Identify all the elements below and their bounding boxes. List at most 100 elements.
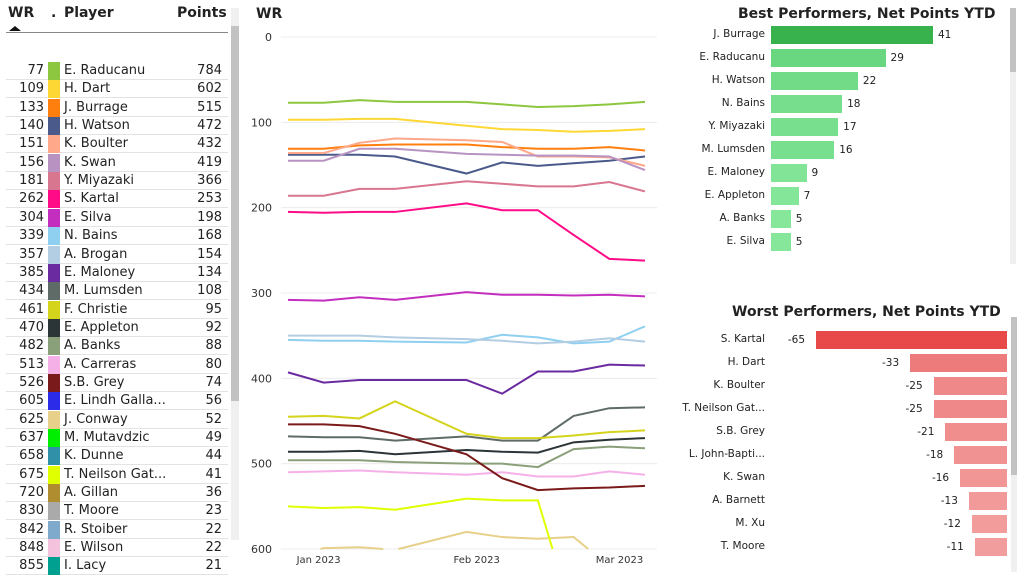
color-swatch: [48, 135, 60, 154]
bar-value-label: -13: [940, 495, 958, 507]
bar-category-label: K. Swan: [723, 471, 765, 483]
header-wr[interactable]: WR: [8, 5, 35, 21]
wr-cell: 625: [19, 411, 44, 427]
table-row[interactable]: 133 J. Burrage 515: [6, 98, 228, 117]
bar[interactable]: [959, 469, 1007, 487]
bar-value-label: 16: [839, 144, 853, 156]
color-swatch: [48, 337, 60, 356]
bar[interactable]: [815, 331, 1007, 349]
bar[interactable]: [771, 164, 807, 182]
bar-category-label: Y. Miyazaki: [708, 120, 765, 132]
player-cell: J. Conway: [64, 411, 128, 427]
table-row[interactable]: 848 E. Wilson 22: [6, 539, 228, 558]
line-chart-title: WR: [256, 6, 283, 22]
wr-cell: 357: [19, 246, 44, 262]
bar[interactable]: [971, 515, 1007, 533]
player-cell: M. Mutavdzic: [64, 430, 150, 445]
worst-chart-scrollbar[interactable]: [1011, 317, 1017, 572]
table-scrollbar-thumb[interactable]: [231, 26, 239, 401]
bar[interactable]: [968, 492, 1007, 510]
table-row[interactable]: 434 M. Lumsden 108: [6, 282, 228, 301]
points-cell: 44: [205, 448, 222, 464]
bar[interactable]: [909, 354, 1007, 372]
best-chart-scrollbar[interactable]: [1010, 8, 1016, 264]
bar[interactable]: [771, 95, 843, 113]
series-line-s-b-grey: [288, 423, 646, 492]
table-row[interactable]: 385 E. Maloney 134: [6, 263, 228, 282]
table-row[interactable]: 181 Y. Miyazaki 366: [6, 172, 228, 191]
bar[interactable]: [771, 233, 791, 251]
table-row[interactable]: 513 A. Carreras 80: [6, 355, 228, 374]
bar-category-label: H. Watson: [711, 74, 765, 86]
bar-category-label: A. Barnett: [712, 494, 765, 506]
color-swatch: [48, 429, 60, 447]
table-row[interactable]: 625 J. Conway 52: [6, 410, 228, 429]
bar[interactable]: [771, 141, 835, 159]
table-row[interactable]: 658 K. Dunne 44: [6, 447, 228, 466]
wr-cell: 637: [19, 430, 44, 445]
table-scrollbar[interactable]: [231, 8, 239, 540]
bar[interactable]: [945, 423, 1007, 441]
bar[interactable]: [771, 49, 886, 67]
table-row[interactable]: 526 S.B. Grey 74: [6, 373, 228, 392]
points-cell: 56: [205, 393, 222, 409]
worst-chart-scrollbar-thumb[interactable]: [1011, 317, 1017, 475]
player-cell: H. Watson: [64, 118, 130, 134]
points-cell: 432: [197, 136, 222, 152]
color-swatch: [48, 208, 60, 227]
bar[interactable]: [771, 118, 839, 136]
table-row[interactable]: 605 E. Lindh Galla... 56: [6, 392, 228, 411]
bar[interactable]: [771, 26, 933, 44]
color-swatch: [48, 282, 60, 301]
player-cell: A. Brogan: [64, 246, 128, 262]
bar-category-label: E. Appleton: [704, 189, 765, 201]
player-cell: T. Moore: [64, 503, 119, 519]
y-tick-label: 300: [251, 287, 272, 300]
table-row[interactable]: 637 M. Mutavdzic 49: [6, 429, 228, 447]
table-row[interactable]: 357 A. Brogan 154: [6, 245, 228, 264]
bar[interactable]: [771, 72, 858, 90]
wr-cell: 133: [19, 99, 44, 115]
table-row[interactable]: 156 K. Swan 419: [6, 153, 228, 172]
bar[interactable]: [933, 377, 1007, 395]
table-row[interactable]: 482 A. Banks 88: [6, 337, 228, 356]
table-row[interactable]: 262 S. Kartal 253: [6, 190, 228, 209]
header-player[interactable]: Player: [64, 5, 114, 21]
table-row[interactable]: 140 H. Watson 472: [6, 117, 228, 136]
bar[interactable]: [954, 446, 1007, 464]
bar-value-label: 17: [843, 121, 857, 133]
table-row[interactable]: 675 T. Neilson Gat... 41: [6, 465, 228, 484]
wr-cell: 140: [19, 118, 44, 134]
points-cell: 366: [197, 173, 222, 189]
best-chart-scrollbar-thumb[interactable]: [1010, 8, 1016, 72]
bar[interactable]: [771, 187, 799, 205]
table-row[interactable]: 304 E. Silva 198: [6, 208, 228, 227]
player-table: WR . Player Points 77 E. Raducanu 784 109 H.…: [0, 0, 245, 577]
table-row[interactable]: 109 H. Dart 602: [6, 80, 228, 99]
wr-cell: 658: [19, 448, 44, 464]
points-cell: 49: [205, 430, 222, 445]
wr-cell: 385: [19, 264, 44, 280]
table-row[interactable]: 842 R. Stoiber 22: [6, 520, 228, 539]
color-swatch: [48, 153, 60, 172]
bar-category-label: H. Dart: [727, 356, 765, 368]
worst-chart-title: Worst Performers, Net Points YTD: [732, 304, 1001, 320]
table-row[interactable]: 720 A. Gillan 36: [6, 484, 228, 503]
table-row[interactable]: 855 I. Lacy 21: [6, 557, 228, 576]
header-color[interactable]: .: [51, 5, 57, 21]
table-row[interactable]: 151 K. Boulter 432: [6, 135, 228, 154]
bar[interactable]: [771, 210, 791, 228]
bar[interactable]: [974, 538, 1007, 556]
player-cell: S. Kartal: [64, 191, 119, 207]
header-points[interactable]: Points: [177, 5, 227, 21]
table-row[interactable]: 339 N. Bains 168: [6, 227, 228, 246]
table-row[interactable]: 461 F. Christie 95: [6, 300, 228, 319]
table-row[interactable]: 830 T. Moore 23: [6, 502, 228, 521]
color-swatch: [48, 227, 60, 246]
table-row[interactable]: 77 E. Raducanu 784: [6, 62, 228, 80]
wr-cell: 848: [19, 540, 44, 556]
bar[interactable]: [933, 400, 1007, 418]
table-row[interactable]: 470 E. Appleton 92: [6, 318, 228, 337]
points-cell: 95: [205, 301, 222, 317]
points-cell: 515: [197, 99, 222, 115]
